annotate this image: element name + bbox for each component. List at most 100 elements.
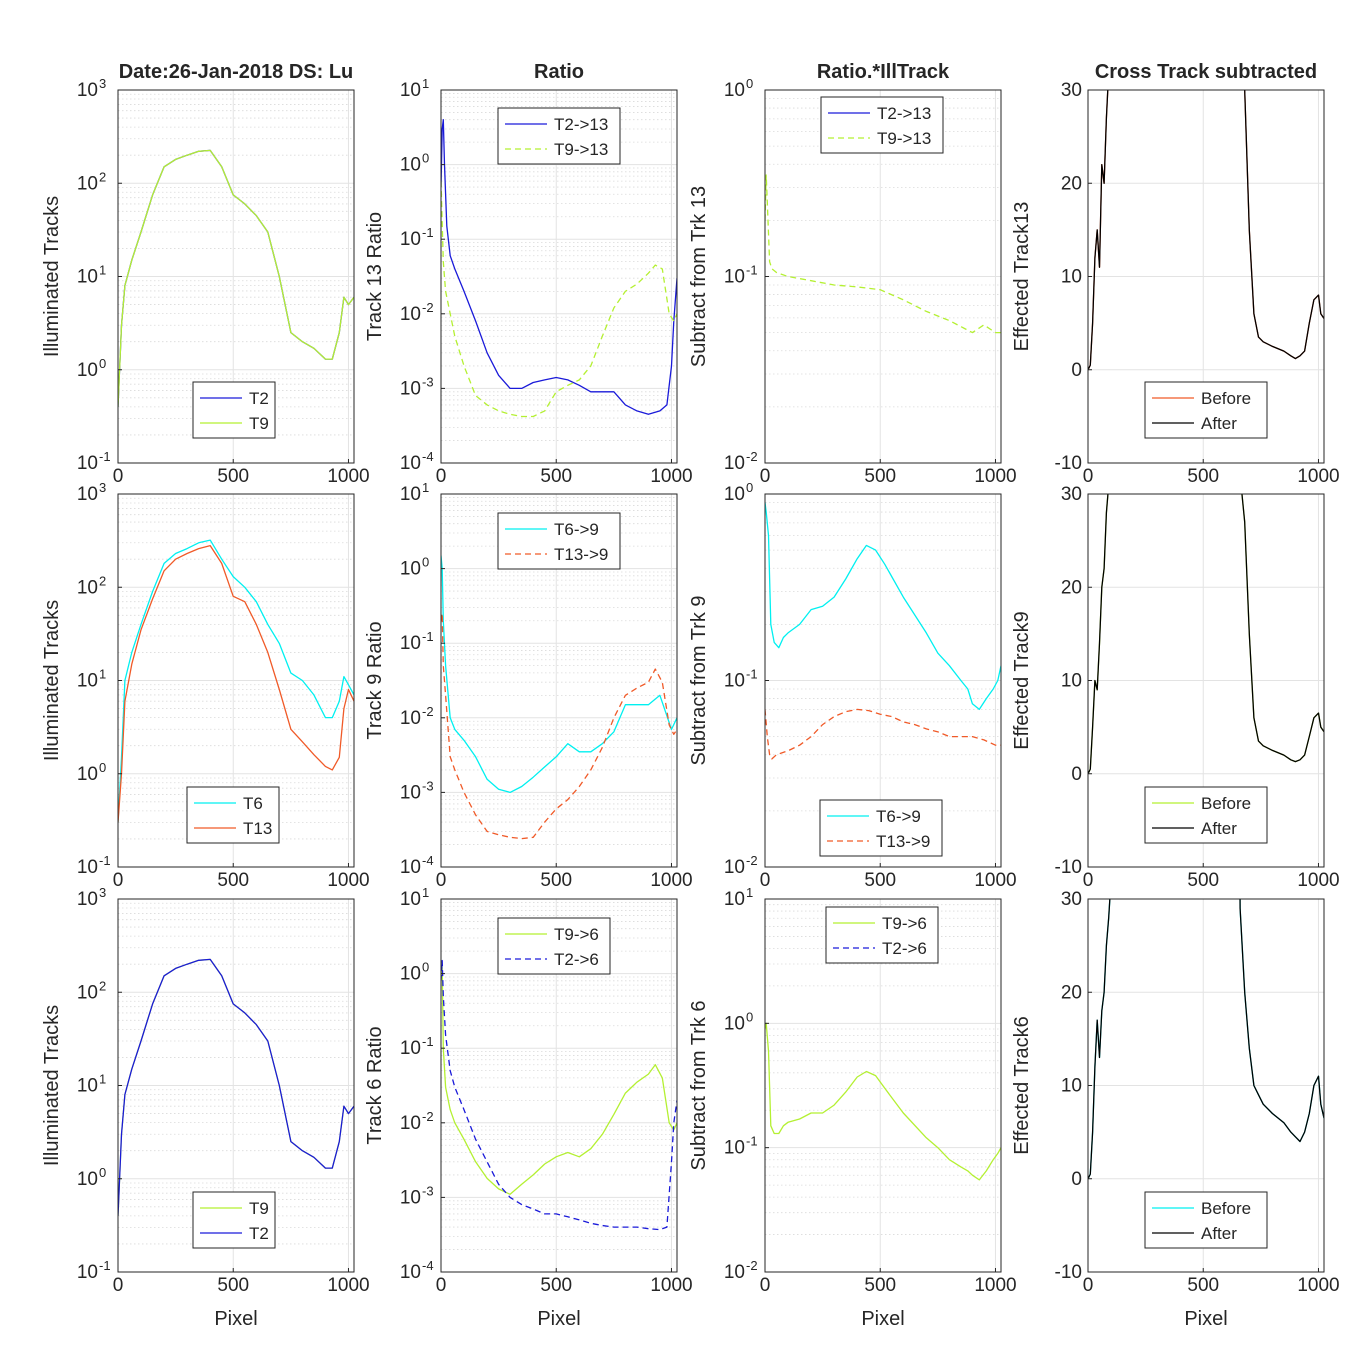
y-tick-label: 10: [400, 782, 421, 803]
y-tick-exponent: 0: [746, 76, 753, 91]
y-tick-exponent: 3: [99, 480, 106, 495]
legend-label: T13->9: [876, 832, 930, 851]
legend-box: [186, 786, 280, 844]
x-tick-label: 1000: [327, 1275, 369, 1296]
y-tick-label: 10: [77, 889, 98, 910]
series-group: [441, 959, 677, 1231]
legend: Before After: [1144, 1191, 1268, 1249]
legend-label: T6: [243, 794, 263, 813]
y-axis-label: Subtract from Trk 13: [688, 186, 710, 367]
y-axis-label: Effected Track9: [1011, 611, 1033, 750]
y-tick-label: 10: [724, 80, 745, 101]
x-tick-label: 0: [436, 466, 447, 487]
legend-box: [1144, 786, 1268, 844]
y-tick-exponent: 2: [99, 169, 106, 184]
y-tick-exponent: 0: [746, 480, 753, 495]
x-axis-label: Pixel: [214, 1308, 257, 1330]
legend: T9->6 T2->6: [825, 906, 939, 964]
y-tick-exponent: 1: [422, 480, 429, 495]
y-tick-exponent: 3: [99, 76, 106, 91]
y-tick-label: 0: [1071, 360, 1082, 381]
y-tick-label: 10: [77, 173, 98, 194]
legend-label: Before: [1201, 1199, 1251, 1218]
y-tick-label: 20: [1061, 173, 1082, 194]
y-axis-label: Effected Track6: [1011, 1016, 1033, 1155]
x-tick-label: 500: [1187, 1275, 1219, 1296]
y-tick-exponent: -2: [746, 853, 758, 868]
legend: Before After: [1144, 786, 1268, 844]
y-tick-label: 30: [1061, 484, 1082, 505]
x-tick-label: 500: [540, 870, 572, 891]
x-tick-label: 0: [436, 870, 447, 891]
y-tick-label: 10: [400, 964, 421, 985]
y-tick-label: 30: [1061, 889, 1082, 910]
x-tick-label: 1000: [327, 466, 369, 487]
y-tick-label: 0: [1071, 1169, 1082, 1190]
subplot-title: Ratio: [534, 61, 584, 83]
legend-box: [820, 96, 944, 154]
grid: [440, 89, 677, 464]
x-tick-label: 1000: [327, 870, 369, 891]
y-tick-exponent: 0: [99, 356, 106, 371]
y-tick-exponent: -2: [422, 300, 434, 315]
x-tick-label: 500: [217, 466, 249, 487]
x-tick-label: 500: [217, 1275, 249, 1296]
series-line-After: [1088, 899, 1324, 1180]
grid: [764, 89, 1001, 464]
legend-box: [192, 381, 276, 439]
series-line-T9: [118, 149, 354, 407]
series-line-T13->9: [765, 708, 1001, 760]
y-tick-exponent: -1: [99, 449, 111, 464]
y-tick-exponent: -4: [422, 853, 434, 868]
y-tick-exponent: -2: [746, 1258, 758, 1273]
series-line-T2: [118, 958, 354, 1216]
y-tick-exponent: -4: [422, 1258, 434, 1273]
y-tick-label: 10: [77, 360, 98, 381]
legend-label: T9->6: [554, 925, 599, 944]
y-axis-label: Illuminated Tracks: [41, 196, 63, 357]
y-axis-label: Illuminated Tracks: [41, 600, 63, 761]
x-tick-label: 1000: [1297, 1275, 1339, 1296]
axes-box: [440, 493, 678, 868]
series-group: [441, 555, 677, 840]
series-group: [1088, 90, 1324, 371]
axes-box: [440, 89, 678, 464]
subplot-title: Date:26-Jan-2018 DS: Lu: [119, 61, 354, 83]
y-tick-exponent: -1: [422, 629, 434, 644]
y-tick-label: 10: [1061, 671, 1082, 692]
y-tick-label: -10: [1055, 857, 1082, 878]
x-tick-label: 1000: [974, 1275, 1016, 1296]
legend-label: T2: [249, 1224, 269, 1243]
series-line-T2->13: [441, 119, 677, 415]
legend: T6->9 T13->9: [497, 512, 621, 570]
y-tick-exponent: 0: [422, 555, 429, 570]
legend-label: T2->13: [877, 104, 931, 123]
y-tick-label: 10: [1061, 1076, 1082, 1097]
axes-box: [440, 898, 678, 1273]
y-tick-exponent: 1: [422, 76, 429, 91]
y-tick-exponent: 1: [99, 263, 106, 278]
y-tick-exponent: -2: [422, 1109, 434, 1124]
legend-label: After: [1201, 414, 1237, 433]
y-axis-label: Subtract from Trk 9: [688, 595, 710, 765]
y-tick-label: 10: [400, 1038, 421, 1059]
legend-label: T6->9: [554, 520, 599, 539]
y-tick-label: 10: [724, 453, 745, 474]
y-tick-label: 10: [400, 1262, 421, 1283]
y-tick-exponent: -1: [746, 263, 758, 278]
legend-label: Before: [1201, 794, 1251, 813]
y-tick-label: 10: [400, 155, 421, 176]
legend: T2->13 T9->13: [497, 107, 621, 165]
y-tick-exponent: 0: [99, 1165, 106, 1180]
x-tick-label: 500: [1187, 870, 1219, 891]
legend-label: T9->6: [882, 914, 927, 933]
series-line-T13: [118, 544, 354, 823]
